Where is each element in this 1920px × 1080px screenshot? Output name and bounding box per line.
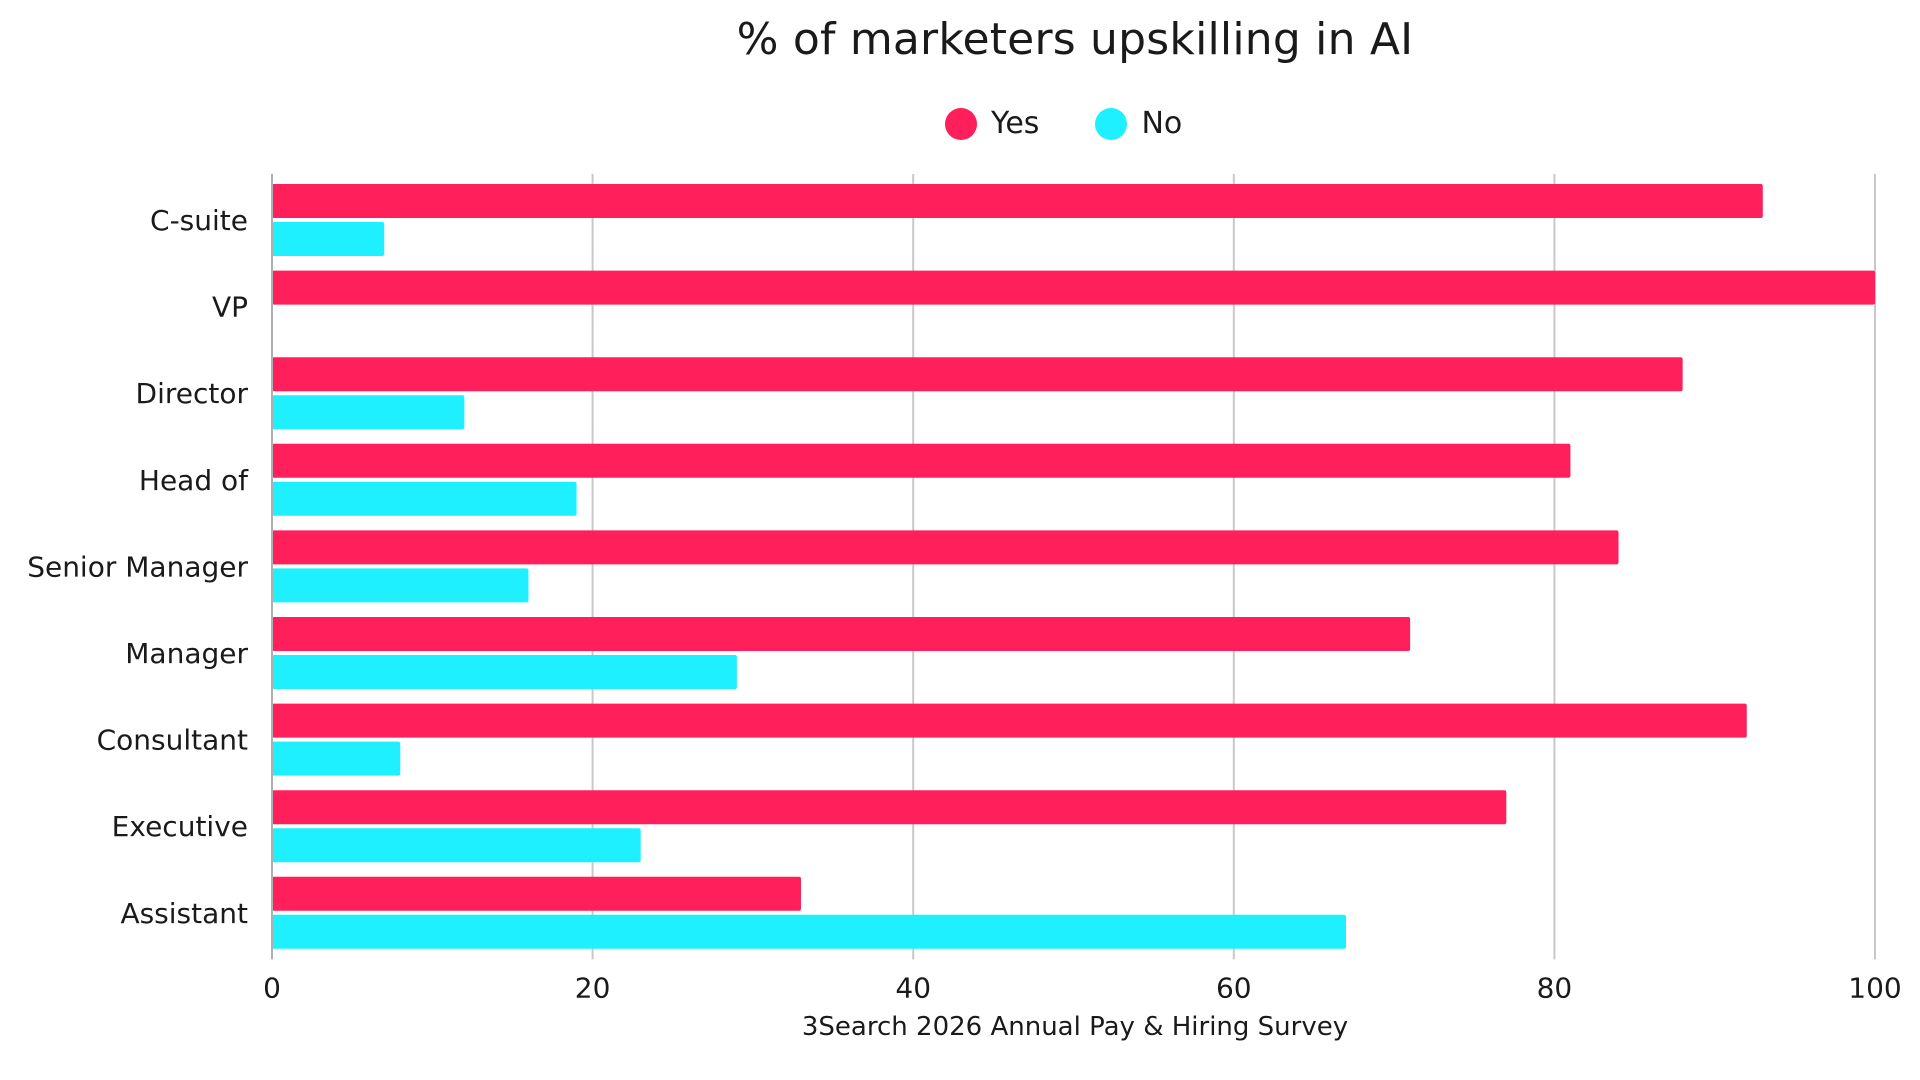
bar-no-executive (272, 828, 641, 863)
bar-no-senior-manager (272, 568, 529, 603)
legend-item-yes: Yes (945, 106, 1039, 141)
legend-item-no: No (1095, 106, 1182, 141)
bar-yes-assistant (272, 876, 801, 911)
bar-yes-executive (272, 790, 1507, 825)
bar-no-manager (272, 655, 737, 689)
x-tick-label-100: 100 (1848, 971, 1901, 1004)
bar-no-assistant (272, 914, 1347, 949)
category-label-director: Director (136, 377, 249, 410)
category-label-senior-manager: Senior Manager (27, 550, 248, 583)
x-tick-label-60: 60 (1216, 971, 1252, 1004)
legend-label-yes: Yes (991, 106, 1040, 141)
legend-swatch-no (1095, 107, 1128, 140)
bar-yes-c-suite (272, 184, 1763, 218)
legend: Yes No (945, 106, 1238, 141)
category-label-assistant: Assistant (120, 897, 248, 930)
x-tick-label-40: 40 (895, 971, 931, 1004)
x-tick-label-20: 20 (575, 971, 611, 1004)
legend-label-no: No (1141, 106, 1183, 141)
category-label-executive: Executive (112, 810, 248, 843)
bar-yes-consultant (272, 703, 1747, 738)
category-label-head-of: Head of (139, 464, 249, 497)
bar-yes-manager (272, 617, 1411, 651)
category-label-vp: VP (212, 291, 248, 324)
bar-yes-head-of (272, 443, 1571, 478)
bar-yes-director (272, 357, 1683, 392)
x-tick-label-80: 80 (1537, 971, 1573, 1004)
category-label-consultant: Consultant (97, 724, 248, 757)
legend-swatch-yes (945, 107, 977, 140)
bar-no-consultant (272, 741, 401, 776)
x-axis-label: 3Search 2026 Annual Pay & Hiring Survey (801, 1012, 1349, 1042)
chart-title: % of marketers upskilling in AI (736, 14, 1414, 65)
bar-yes-vp (272, 270, 1875, 305)
bar-no-c-suite (272, 222, 385, 256)
bar-no-director (272, 395, 465, 430)
bar-yes-senior-manager (272, 530, 1619, 565)
x-tick-label-0: 0 (263, 971, 281, 1004)
bar-no-head-of (272, 481, 577, 516)
category-label-manager: Manager (125, 637, 248, 670)
category-label-c-suite: C-suite (150, 204, 248, 237)
